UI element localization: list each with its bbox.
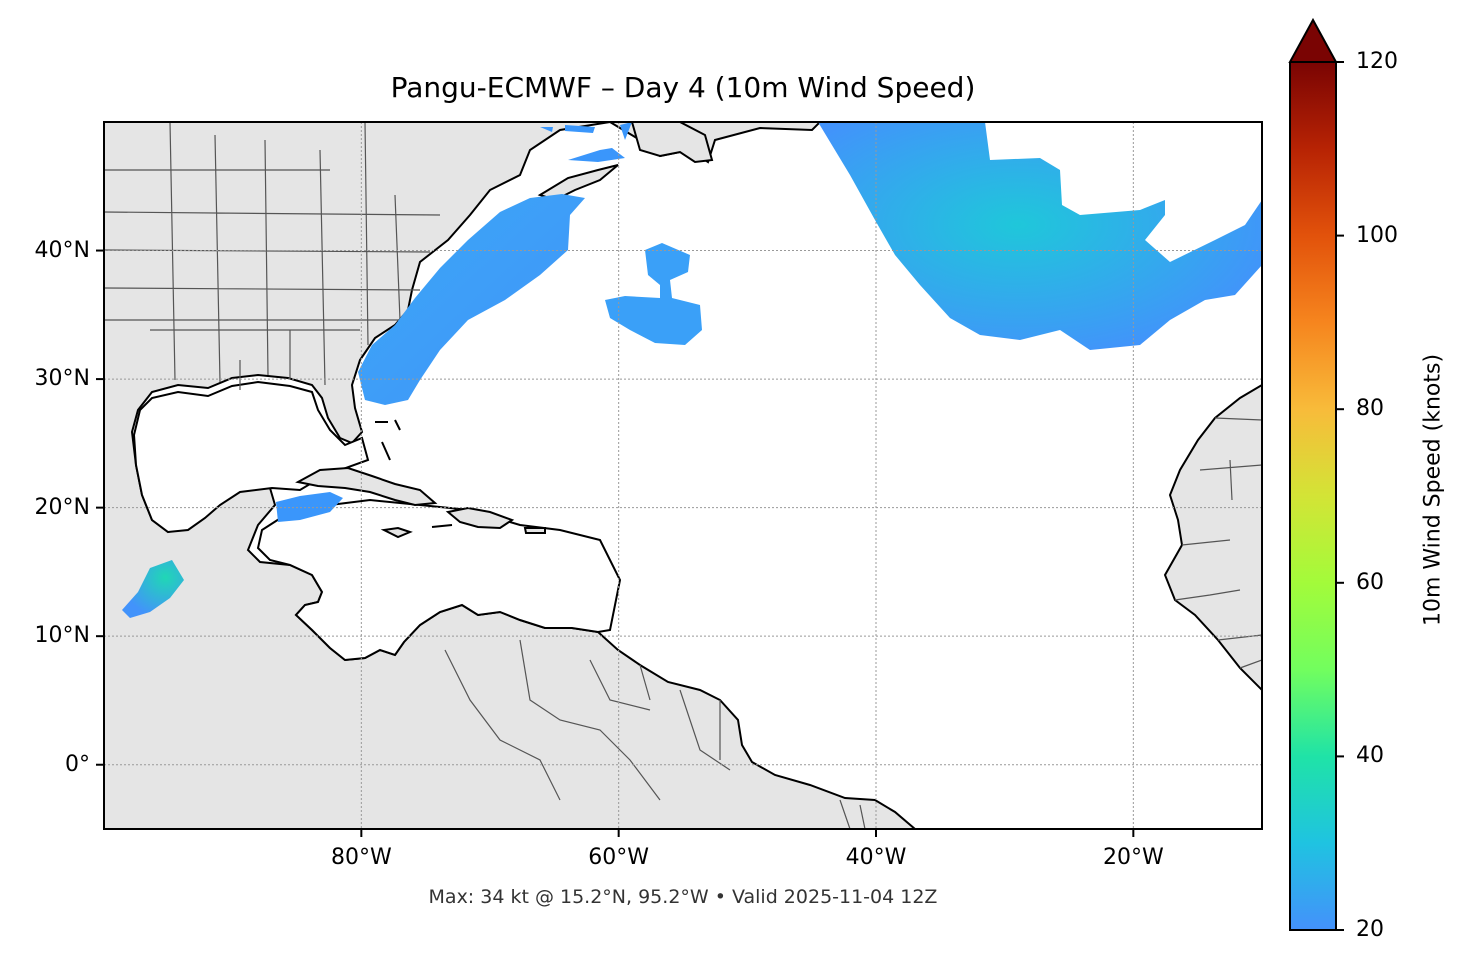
wind-speed-layer bbox=[122, 122, 1262, 618]
max-wind-footnote: Max: 34 kt @ 15.2°N, 95.2°W • Valid 2025… bbox=[428, 886, 938, 908]
jamaica-island bbox=[380, 526, 413, 539]
newfoundland-island bbox=[630, 122, 714, 164]
lat-tick-label: 40°N bbox=[34, 237, 90, 263]
wind-field-north-atlantic-ridge bbox=[818, 122, 1262, 350]
map-frame bbox=[103, 121, 1263, 830]
political-borders bbox=[104, 122, 1262, 829]
map-title: Pangu-ECMWF – Day 4 (10m Wind Speed) bbox=[390, 71, 976, 104]
lon-tick-label: 60°W bbox=[588, 845, 650, 870]
colorbar-scale bbox=[1290, 62, 1336, 930]
colorbar-tick-label: 120 bbox=[1356, 49, 1398, 74]
colorbar-extend-arrow bbox=[1288, 17, 1338, 63]
colorbar-ticks bbox=[1336, 61, 1344, 931]
bahamas-islands bbox=[375, 419, 453, 528]
lon-tick-label: 20°W bbox=[1102, 845, 1164, 870]
caribbean-sea bbox=[256, 498, 622, 662]
puerto-rico-island bbox=[523, 527, 546, 534]
colorbar-tick-label: 100 bbox=[1356, 222, 1398, 248]
wind-field-central-atlantic-hook bbox=[605, 243, 702, 345]
colorbar-title-text: 10m Wind Speed (knots) bbox=[1420, 353, 1446, 627]
wind-field-us-east-coast-band bbox=[358, 194, 585, 405]
colorbar-title: 10m Wind Speed (knots) bbox=[1408, 280, 1458, 700]
colorbar-frame bbox=[1289, 62, 1337, 931]
axis-ticks bbox=[96, 249, 1135, 837]
wind-field-newfoundland-strips bbox=[540, 122, 632, 162]
lat-tick-label: 10°N bbox=[34, 623, 90, 649]
cuba-island bbox=[295, 466, 438, 507]
colorbar-tick-label: 80 bbox=[1356, 396, 1384, 422]
lat-tick-label: 0° bbox=[65, 751, 90, 777]
graticule bbox=[104, 122, 1262, 829]
wind-field-gulf-of-tehuantepec-jet bbox=[122, 560, 184, 618]
colorbar-tick-label: 40 bbox=[1356, 743, 1384, 769]
lon-tick-label: 40°W bbox=[845, 845, 907, 870]
lat-tick-label: 20°N bbox=[34, 494, 90, 520]
wind-field-caribbean-patch bbox=[276, 492, 343, 522]
colorbar-tick-label: 60 bbox=[1356, 569, 1384, 595]
lat-tick-label: 30°N bbox=[34, 366, 90, 392]
lon-tick-label: 80°W bbox=[330, 845, 392, 870]
colorbar-tick-label: 20 bbox=[1356, 917, 1384, 942]
hispaniola-island bbox=[445, 506, 515, 530]
